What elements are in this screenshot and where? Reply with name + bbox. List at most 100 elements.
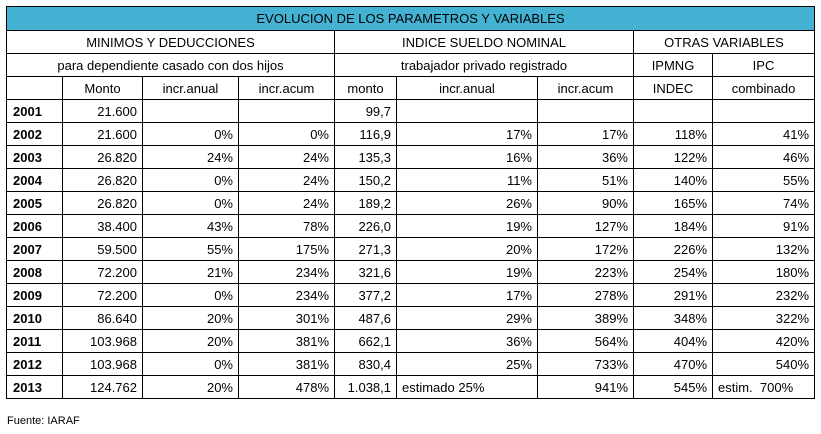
group-indice: INDICE SUELDO NOMINAL <box>334 30 634 54</box>
table-title: EVOLUCION DE LOS PARAMETROS Y VARIABLES <box>5 6 816 31</box>
table-row: 2010 86.640 20% 301% 487,6 29% 389% 348% 322% <box>6 306 816 330</box>
monto-cell: 86.640 <box>62 306 143 330</box>
sueldo-incr-acum-cell: 17% <box>537 122 634 146</box>
ipc-cell: 420% <box>711 329 816 353</box>
column-header-monto: Monto <box>62 76 143 100</box>
sueldo-incr-anual-cell: 11% <box>396 168 538 192</box>
ipc-cell: 74% <box>711 191 816 215</box>
sueldo-monto-cell: 487,6 <box>334 306 397 330</box>
table-row: 2008 72.200 21% 234% 321,6 19% 223% 254% 180% <box>6 260 816 284</box>
ipc-cell: 232% <box>711 283 816 307</box>
ipc-cell: 46% <box>711 145 816 169</box>
monto-cell: 26.820 <box>62 145 143 169</box>
sueldo-monto-cell: 830,4 <box>334 352 397 376</box>
year-cell: 2004 <box>6 168 63 192</box>
sueldo-incr-anual-cell: 26% <box>396 191 538 215</box>
incr-acum-cell: 301% <box>238 306 335 330</box>
incr-anual-cell: 0% <box>142 122 239 146</box>
incr-acum-cell: 478% <box>238 375 335 399</box>
table-row: 2007 59.500 55% 175% 271,3 20% 172% 226% 132% <box>6 237 816 261</box>
ipc-cell <box>711 99 816 123</box>
monto-cell: 38.400 <box>62 214 143 238</box>
monto-cell: 21.600 <box>62 122 143 146</box>
ipmng-cell: 291% <box>633 283 713 307</box>
ipmng-cell: 545% <box>633 375 713 399</box>
column-header-incr-anual: incr.anual <box>142 76 239 100</box>
sueldo-incr-acum-cell: 172% <box>537 237 634 261</box>
sueldo-monto-cell: 150,2 <box>334 168 397 192</box>
ipmng-cell: 122% <box>633 145 713 169</box>
incr-anual-cell: 21% <box>142 260 239 284</box>
subgroup-ipc: IPC <box>711 53 816 77</box>
table-row: 2006 38.400 43% 78% 226,0 19% 127% 184% 91% <box>6 214 816 238</box>
sueldo-monto-cell: 135,3 <box>334 145 397 169</box>
monto-cell: 21.600 <box>62 99 143 123</box>
incr-acum-cell: 24% <box>238 168 335 192</box>
monto-cell: 26.820 <box>62 191 143 215</box>
incr-acum-cell: 234% <box>238 283 335 307</box>
table-row: 2013 124.762 20% 478% 1.038,1 estimado 25% 941… <box>6 375 816 399</box>
group-otras: OTRAS VARIABLES <box>632 30 816 54</box>
table-row: 2012 103.968 0% 381% 830,4 25% 733% 470% 540% <box>6 352 816 376</box>
sueldo-incr-anual-cell: 17% <box>396 283 538 307</box>
sueldo-incr-acum-cell: 90% <box>537 191 634 215</box>
incr-anual-cell: 20% <box>142 329 239 353</box>
incr-anual-cell <box>142 99 239 123</box>
sueldo-incr-acum-cell <box>537 99 634 123</box>
sueldo-incr-anual-cell: 25% <box>396 352 538 376</box>
ipc-cell: 540% <box>711 352 816 376</box>
subgroup-header-row: para dependiente casado con dos hijos tr… <box>6 53 816 77</box>
column-header-sueldo-monto: monto <box>334 76 397 100</box>
monto-cell: 103.968 <box>62 329 143 353</box>
column-header-row: Monto incr.anual incr.acum monto incr.an… <box>6 76 816 100</box>
ipc-cell: 132% <box>711 237 816 261</box>
incr-anual-cell: 0% <box>142 168 239 192</box>
sueldo-incr-anual-cell: 20% <box>396 237 538 261</box>
ipmng-cell: 348% <box>633 306 713 330</box>
parameters-table: EVOLUCION DE LOS PARAMETROS Y VARIABLES … <box>5 6 816 399</box>
group-header-row: MINIMOS Y DEDUCCIONES INDICE SUELDO NOMI… <box>6 30 816 54</box>
monto-cell: 103.968 <box>62 352 143 376</box>
sueldo-monto-cell: 321,6 <box>334 260 397 284</box>
ipmng-cell: 226% <box>633 237 713 261</box>
column-header-sueldo-incr-anual: incr.anual <box>396 76 538 100</box>
sueldo-monto-cell: 377,2 <box>334 283 397 307</box>
sueldo-incr-anual-cell: estimado 25% <box>396 375 538 399</box>
sueldo-incr-acum-cell: 733% <box>537 352 634 376</box>
ipc-cell: 55% <box>711 168 816 192</box>
column-header-incr-acum: incr.acum <box>238 76 335 100</box>
sueldo-monto-cell: 116,9 <box>334 122 397 146</box>
column-header-sueldo-incr-acum: incr.acum <box>537 76 634 100</box>
sueldo-incr-anual-cell <box>396 99 538 123</box>
sueldo-incr-acum-cell: 51% <box>537 168 634 192</box>
sueldo-monto-cell: 189,2 <box>334 191 397 215</box>
monto-cell: 72.200 <box>62 283 143 307</box>
incr-acum-cell: 0% <box>238 122 335 146</box>
table-row: 2011 103.968 20% 381% 662,1 36% 564% 404% 420% <box>6 329 816 353</box>
subgroup-minimos: para dependiente casado con dos hijos <box>6 53 335 77</box>
monto-cell: 124.762 <box>62 375 143 399</box>
incr-anual-cell: 43% <box>142 214 239 238</box>
year-cell: 2011 <box>6 329 63 353</box>
subgroup-indice: trabajador privado registrado <box>334 53 634 77</box>
year-cell: 2003 <box>6 145 63 169</box>
ipmng-cell: 184% <box>633 214 713 238</box>
sueldo-monto-cell: 271,3 <box>334 237 397 261</box>
year-cell: 2006 <box>6 214 63 238</box>
table-row: 2009 72.200 0% 234% 377,2 17% 278% 291% 232% <box>6 283 816 307</box>
ipc-cell: 322% <box>711 306 816 330</box>
sueldo-monto-cell: 226,0 <box>334 214 397 238</box>
title-row: EVOLUCION DE LOS PARAMETROS Y VARIABLES <box>5 6 816 31</box>
ipmng-cell <box>633 99 713 123</box>
sueldo-incr-acum-cell: 127% <box>537 214 634 238</box>
ipmng-cell: 254% <box>633 260 713 284</box>
sueldo-incr-anual-cell: 17% <box>396 122 538 146</box>
incr-acum-cell: 381% <box>238 352 335 376</box>
ipc-cell: 91% <box>711 214 816 238</box>
monto-cell: 26.820 <box>62 168 143 192</box>
sueldo-incr-anual-cell: 19% <box>396 260 538 284</box>
ipc-cell: 180% <box>711 260 816 284</box>
incr-anual-cell: 0% <box>142 191 239 215</box>
incr-acum-cell: 381% <box>238 329 335 353</box>
sueldo-incr-acum-cell: 36% <box>537 145 634 169</box>
